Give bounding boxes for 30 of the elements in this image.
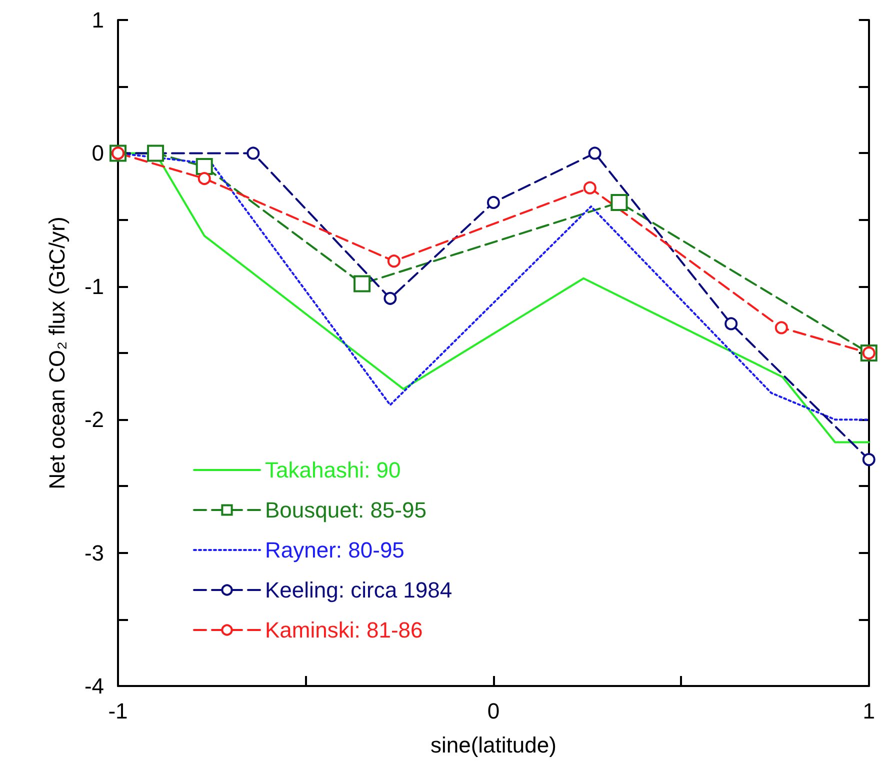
point [486, 196, 500, 209]
legend-label: Bousquet: 85-95 [265, 498, 426, 522]
y-tick-label: -2 [84, 407, 104, 432]
x-axis-title: sine(latitude) [430, 732, 556, 758]
point [246, 146, 260, 160]
point [354, 275, 371, 292]
legend-label: Keeling: circa 1984 [265, 578, 452, 602]
point [384, 292, 397, 305]
point [583, 181, 596, 194]
y-tick-label: 0 [92, 140, 104, 166]
legend-label: Kaminski: 81-86 [265, 618, 423, 642]
point [610, 194, 628, 211]
x-tick-label: -1 [108, 698, 128, 724]
point [862, 453, 876, 466]
y-axis-title: Net ocean CO₂ flux (GtC/yr) [44, 216, 70, 490]
point [588, 146, 602, 160]
legend-label: Rayner: 80-95 [265, 538, 404, 562]
legend-label: Takahashi: 90 [265, 458, 401, 482]
point [387, 254, 400, 268]
point [147, 144, 164, 162]
point [774, 321, 788, 334]
y-tick-label: -4 [84, 674, 104, 698]
y-tick-label: -3 [84, 540, 104, 566]
point [196, 158, 213, 176]
x-tick-label: 1 [862, 698, 876, 724]
y-tick-label: 1 [92, 8, 104, 32]
point [724, 317, 738, 330]
x-tick-label: 0 [487, 698, 500, 724]
y-tick-label: -1 [84, 274, 104, 299]
point [198, 172, 211, 186]
